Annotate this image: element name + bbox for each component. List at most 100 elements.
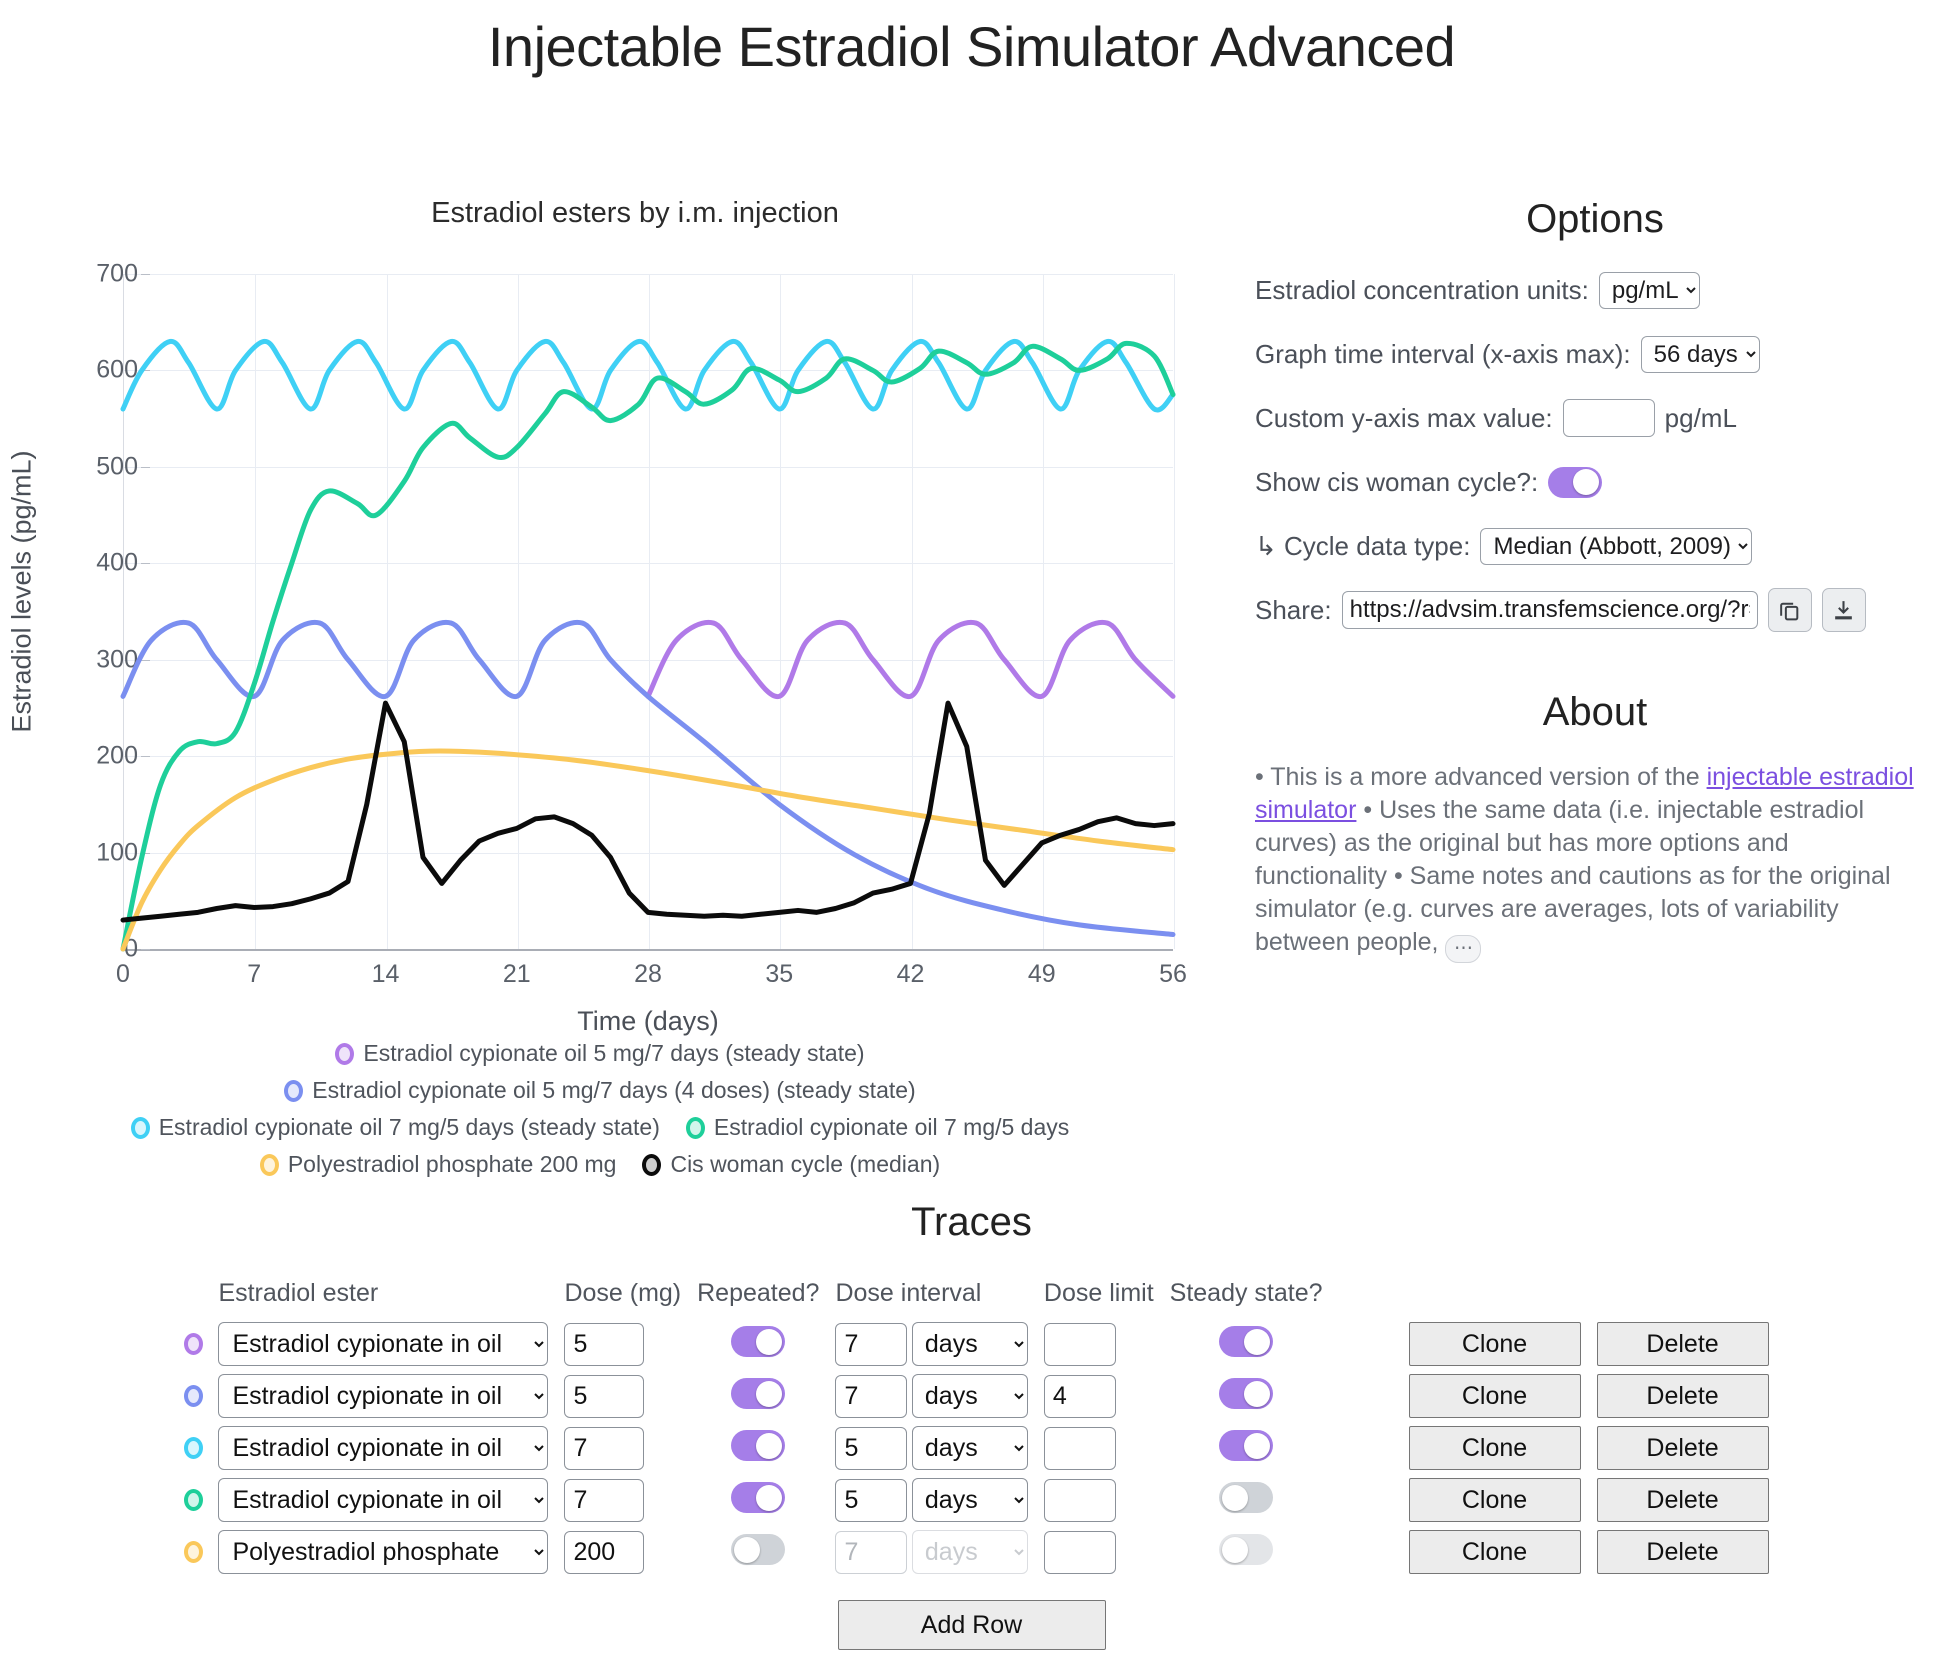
legend-item[interactable]: Estradiol cypionate oil 5 mg/7 days (ste… [335,1040,865,1067]
dose-interval-cell: days [819,1526,1028,1578]
injectable-simulator-link[interactable]: injectable estradiol simulator [1255,763,1914,824]
cycle-toggle-label: Show cis woman cycle?: [1255,466,1539,497]
y-tick-label: 100 [96,838,138,867]
dose-interval-input[interactable] [835,1323,908,1366]
legend-color-dot [642,1153,662,1176]
dose-input[interactable] [564,1322,645,1366]
units-label: Estradiol concentration units: [1255,274,1589,305]
download-icon-button[interactable] [1821,588,1866,632]
table-row: Estradiol cypionate in oil days Clone Dele… [174,1474,1769,1526]
dose-input[interactable] [564,1530,645,1574]
repeated-toggle[interactable] [731,1378,786,1409]
trace-color-dot[interactable] [184,1333,204,1355]
clone-button[interactable]: Clone [1408,1426,1581,1470]
copy-icon-button[interactable] [1767,588,1812,632]
ymax-label: Custom y-axis max value: [1255,402,1553,433]
gridline-vertical [517,274,519,949]
delete-button[interactable]: Delete [1596,1426,1769,1470]
gridline-horizontal [124,274,1173,275]
y-tick-mark [141,659,150,661]
dose-limit-cell [1028,1422,1154,1474]
repeated-toggle[interactable] [731,1326,786,1357]
dose-limit-input[interactable] [1043,1322,1116,1366]
repeated-toggle[interactable] [731,1534,786,1565]
y-tick-label: 300 [96,645,138,674]
clone-button[interactable]: Clone [1408,1478,1581,1522]
dose-interval-input[interactable] [835,1427,908,1470]
steady-state-toggle[interactable] [1219,1326,1274,1357]
trace-color-dot[interactable] [184,1437,204,1459]
trace-color-cell [174,1474,218,1526]
cycle-type-select[interactable]: Median (Abbott, 2009) [1480,527,1753,565]
steady-state-toggle[interactable] [1219,1482,1274,1513]
legend-item[interactable]: Polyestradiol phosphate 200 mg [259,1151,616,1178]
repeated-toggle[interactable] [731,1430,786,1461]
delete-cell: Delete [1581,1526,1769,1578]
dose-limit-input[interactable] [1043,1374,1116,1418]
dose-interval-unit-select[interactable]: days [911,1374,1028,1418]
ester-select[interactable]: Estradiol cypionate in oil [218,1478,549,1522]
dose-input[interactable] [564,1374,645,1418]
ester-select[interactable]: Estradiol cypionate in oil [218,1374,549,1418]
legend-item[interactable]: Cis woman cycle (median) [642,1151,940,1178]
delete-button[interactable]: Delete [1596,1374,1769,1418]
x-axis-line [123,949,1173,951]
ymax-input[interactable] [1562,399,1655,437]
legend-item[interactable]: Estradiol cypionate oil 7 mg/5 days [685,1114,1069,1141]
delete-button[interactable]: Delete [1596,1322,1769,1366]
gridline-horizontal [124,852,1173,854]
dose-interval-unit-select[interactable]: days [911,1426,1028,1470]
legend-item[interactable]: Estradiol cypionate oil 5 mg/7 days (4 d… [284,1077,916,1104]
x-axis-label: Time (days) [577,1006,719,1036]
clone-button[interactable]: Clone [1408,1322,1581,1366]
delete-cell: Delete [1581,1474,1769,1526]
dose-cell [548,1526,681,1578]
y-tick-mark [141,563,150,565]
ester-select[interactable]: Estradiol cypionate in oil [218,1322,549,1366]
repeated-toggle[interactable] [731,1482,786,1513]
about-expand-button[interactable]: ⋯ [1445,934,1482,963]
dose-interval-unit-select[interactable]: days [911,1478,1028,1522]
y-tick-mark [141,756,150,758]
gridline-horizontal [124,466,1173,468]
steady-state-toggle[interactable] [1219,1534,1274,1565]
legend-row: Estradiol cypionate oil 7 mg/5 days (ste… [0,1114,1200,1141]
units-select[interactable]: pg/mL [1598,271,1700,309]
steady-state-toggle[interactable] [1219,1430,1274,1461]
dose-limit-input[interactable] [1043,1426,1116,1470]
y-tick-mark [141,370,150,372]
ester-select[interactable]: Estradiol cypionate in oil [218,1426,549,1470]
trace-color-dot[interactable] [184,1385,204,1407]
add-row-button[interactable]: Add Row [837,1600,1106,1650]
page-title: Injectable Estradiol Simulator Advanced [487,15,1456,78]
copy-icon [1780,602,1799,620]
legend-item[interactable]: Estradiol cypionate oil 7 mg/5 days (ste… [130,1114,660,1141]
about-text: • This is a more advanced version of the… [1255,761,1915,963]
steady-state-toggle[interactable] [1219,1378,1274,1409]
trace-color-dot[interactable] [184,1541,204,1563]
delete-button[interactable]: Delete [1596,1530,1769,1574]
clone-cell: Clone [1323,1370,1581,1422]
col-dose: Dose (mg) [564,1279,682,1307]
toggle-knob [756,1484,783,1511]
dose-interval-unit-select[interactable]: days [911,1322,1028,1366]
share-url-input[interactable] [1341,591,1758,629]
dose-limit-input[interactable] [1043,1478,1116,1522]
clone-button[interactable]: Clone [1408,1530,1581,1574]
y-tick-label: 500 [96,452,138,481]
legend-color-dot [284,1079,304,1102]
table-row: Estradiol cypionate in oil days Clone Dele… [174,1318,1769,1370]
trace-color-dot[interactable] [184,1489,204,1511]
trace-color-cell [174,1526,218,1578]
ester-select[interactable]: Polyestradiol phosphate [218,1530,549,1574]
dose-interval-input[interactable] [835,1479,908,1522]
dose-limit-input[interactable] [1043,1530,1116,1574]
clone-button[interactable]: Clone [1408,1374,1581,1418]
delete-button[interactable]: Delete [1596,1478,1769,1522]
show-cycle-toggle[interactable] [1548,466,1603,498]
dose-interval-input[interactable] [835,1375,908,1418]
table-row: Estradiol cypionate in oil days Clone Dele… [174,1422,1769,1474]
dose-input[interactable] [564,1426,645,1470]
dose-input[interactable] [564,1478,645,1522]
time-interval-select[interactable]: 56 days [1640,335,1760,373]
